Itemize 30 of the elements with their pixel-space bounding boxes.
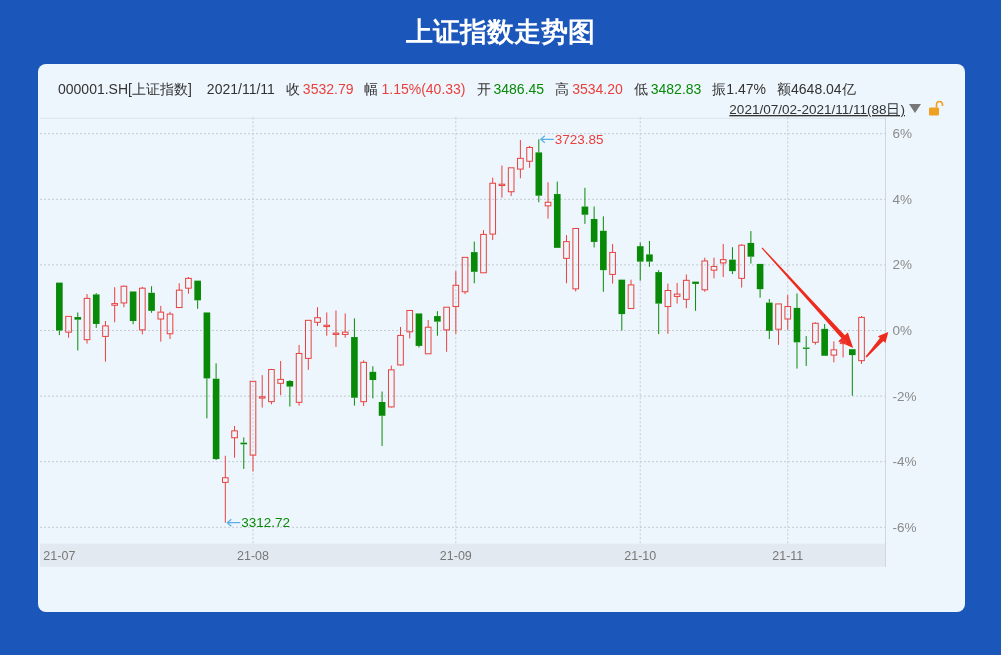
title: 上证指数走势图 [406,17,595,47]
header: 3486.45 [493,81,545,97]
range: 2021/07/02-2021/11/11(88日) [729,102,905,117]
xtick-label: 21-07 [43,549,76,564]
header: 2021/11/11 [206,81,275,97]
annotation: 3312.72 [241,515,291,531]
header: 1.15%(40.33) [381,81,466,97]
ytick-label: 6% [892,126,912,142]
ytick-label: 2% [892,257,912,273]
header: 低 [633,81,648,97]
ytick-label: 0% [892,323,912,338]
header: 3534.20 [572,81,623,97]
header: 000001.SH[上证指数] [58,81,192,97]
ytick-label: -6% [892,519,917,535]
header: 3482.83 [650,81,702,97]
annotation: 3723.85 [554,131,604,147]
header: 高 [555,81,570,97]
ytick-label: 4% [892,191,912,207]
header: 额4648.04亿 [777,81,856,97]
header: 收 [285,81,300,97]
ytick-label: -4% [892,454,917,470]
xtick-label: 21-08 [237,549,269,564]
header: 3532.79 [302,81,354,97]
xtick-label: 21-10 [624,549,657,564]
xtick-label: 21-09 [439,549,472,564]
header: 幅 [364,81,379,97]
header: 开 [476,81,491,97]
xtick-label: 21-11 [772,549,804,564]
ytick-label: -2% [892,388,917,404]
header: 振1.47% [712,81,767,97]
